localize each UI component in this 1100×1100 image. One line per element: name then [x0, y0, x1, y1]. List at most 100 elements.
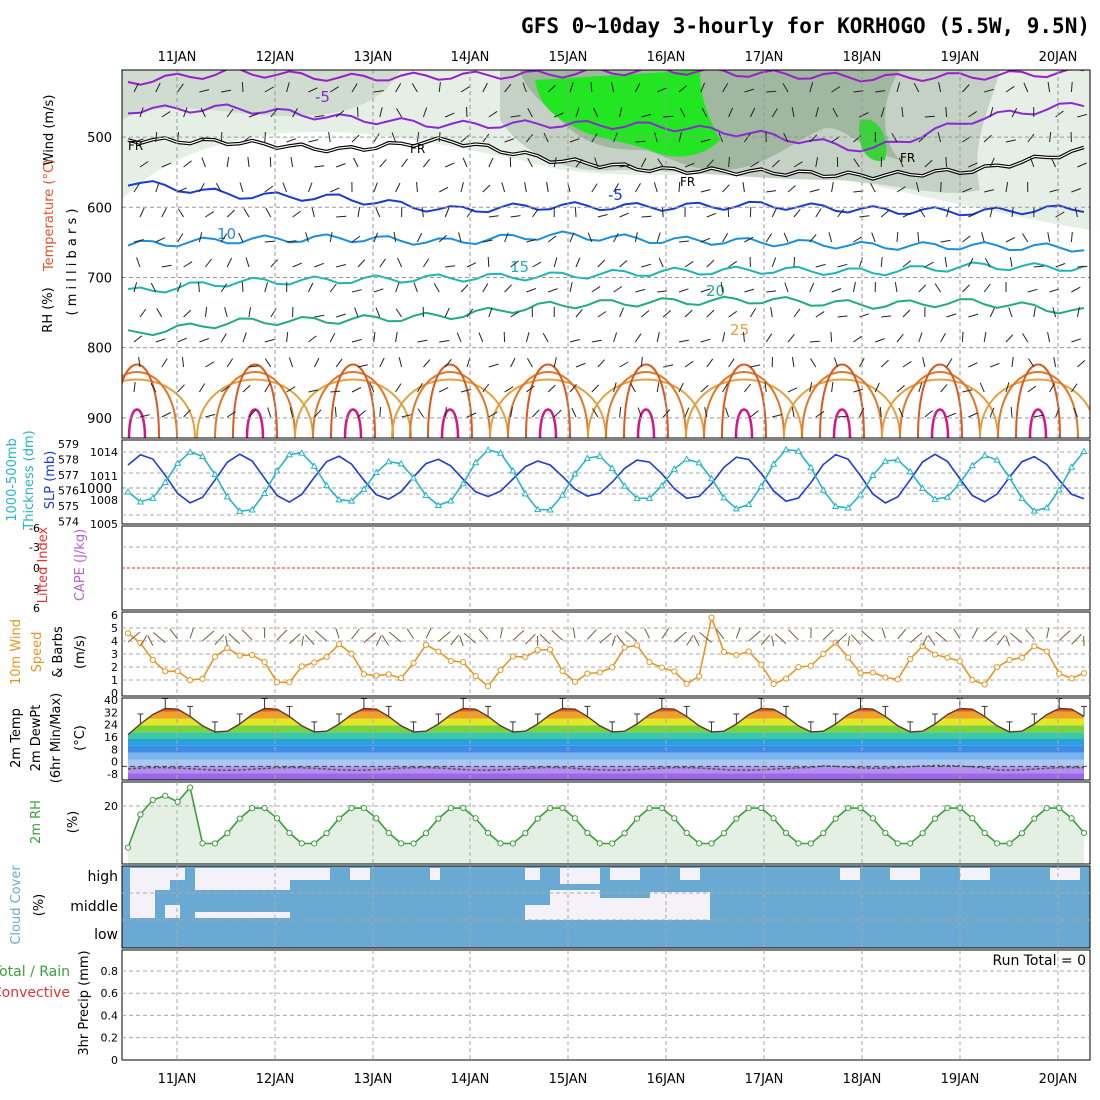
wind-barb: [918, 284, 927, 293]
wind-barb: [728, 260, 738, 268]
wind-barb: [336, 163, 346, 168]
wind-barb: [880, 257, 883, 268]
wind-barb: [314, 409, 322, 418]
rh2m-point: [472, 815, 479, 822]
wind10m-barb: [335, 627, 340, 639]
wind10m-point: [1006, 656, 1013, 663]
rh2m-point: [609, 840, 616, 847]
wind-barb: [308, 335, 317, 343]
slp-tick: 1005: [90, 518, 118, 531]
rh2m-point: [919, 830, 926, 837]
wind-barb: [815, 311, 825, 318]
wind-barb: [1049, 132, 1052, 143]
wind10m-barb: [661, 628, 669, 639]
isotherm-label: -5: [315, 88, 330, 106]
wind10m-point: [261, 658, 268, 666]
wind-barb: [444, 307, 450, 318]
wind-barb: [139, 308, 147, 318]
wind-barb: [679, 107, 686, 118]
wind10m-barb: [202, 630, 215, 642]
temp2m-frame: [121, 697, 1091, 781]
cloud-cover-block: [525, 868, 540, 880]
wind10m-barb: [499, 627, 503, 639]
wind-barb: [466, 308, 474, 318]
rh2m-tick: 20: [104, 800, 118, 813]
temp-tick: 32: [104, 706, 118, 719]
wind10m-barb: [1058, 630, 1071, 641]
thickness-point: [310, 462, 318, 469]
wind-barb: [1071, 188, 1081, 193]
cloud-cover-block: [650, 892, 710, 920]
wind-barb: [307, 182, 313, 193]
wind-barb: [770, 307, 773, 318]
wind-barb: [700, 138, 711, 143]
wind-barb: [858, 357, 865, 368]
thickness-point: [745, 500, 753, 508]
wind-barb: [1033, 265, 1044, 268]
cloud-cover-block: [550, 890, 600, 920]
wind-barb: [286, 386, 296, 393]
temp-contour: [122, 371, 178, 438]
wind-barb: [940, 333, 946, 343]
wind-barb: [286, 332, 289, 343]
thickness-label-2: Thickness (dm): [22, 430, 37, 530]
wind-barb: [902, 212, 913, 218]
wind-barb: [526, 133, 534, 143]
thickness-point: [757, 482, 765, 490]
wind-barb: [161, 162, 172, 168]
wind-barb: [946, 358, 953, 368]
rh2m-point: [683, 829, 690, 837]
rh2m-point: [981, 829, 988, 837]
rh2m-point: [1056, 804, 1063, 812]
wind-barb: [351, 235, 361, 243]
rh2m-point: [522, 830, 529, 837]
temp-contour: [703, 371, 785, 438]
wind-barb: [438, 82, 441, 93]
wind10m-point: [633, 642, 641, 649]
wind-barb: [139, 107, 144, 118]
precip-tick: 0.2: [101, 1032, 119, 1045]
wind10m-point: [124, 630, 132, 637]
wind-barb: [466, 262, 477, 268]
wind-barb: [901, 107, 904, 118]
li-tick: 3: [33, 583, 40, 596]
rh2m-point: [273, 815, 281, 822]
wind-barb: [133, 138, 144, 143]
wind-barb: [634, 82, 641, 93]
wind10m-barb: [363, 632, 377, 643]
wind-barb: [874, 382, 880, 393]
wind-barb: [569, 232, 575, 243]
wind-barb: [438, 387, 449, 393]
wind-barb: [1022, 333, 1029, 343]
lifted-index-cape-panel: -6 -3 0 3 6: [29, 522, 1091, 615]
wind-barb: [200, 107, 206, 118]
rh2m-point: [547, 805, 554, 812]
wind-barb: [308, 87, 318, 93]
date-label-top: 14JAN: [451, 50, 490, 65]
rh2m-point: [758, 804, 765, 812]
thickness-point: [335, 495, 343, 503]
wind-barb: [314, 115, 325, 118]
wind-barb: [177, 384, 185, 393]
wind-barb: [656, 332, 660, 343]
wind10m-point: [547, 646, 554, 653]
wind-barb: [787, 387, 798, 393]
wind-barb: [466, 106, 468, 118]
wind-barb: [488, 157, 494, 168]
thickness-point: [174, 459, 182, 466]
thickness-point: [807, 463, 815, 471]
wind-barb: [896, 231, 899, 243]
date-label-bottom: 12JAN: [256, 1072, 295, 1087]
wind-barb: [330, 390, 341, 393]
temp-contour: [979, 378, 1090, 438]
thickness-point: [347, 497, 356, 504]
wind-barb: [656, 382, 660, 393]
wind10m-barb: [909, 632, 923, 644]
wind-barb: [460, 182, 464, 193]
thickness-point: [223, 492, 231, 500]
wind-barb: [183, 160, 192, 168]
wind-barb: [574, 206, 577, 218]
wind-barb: [183, 409, 191, 418]
thickness-point: [620, 482, 629, 489]
wind-barb: [918, 208, 926, 218]
